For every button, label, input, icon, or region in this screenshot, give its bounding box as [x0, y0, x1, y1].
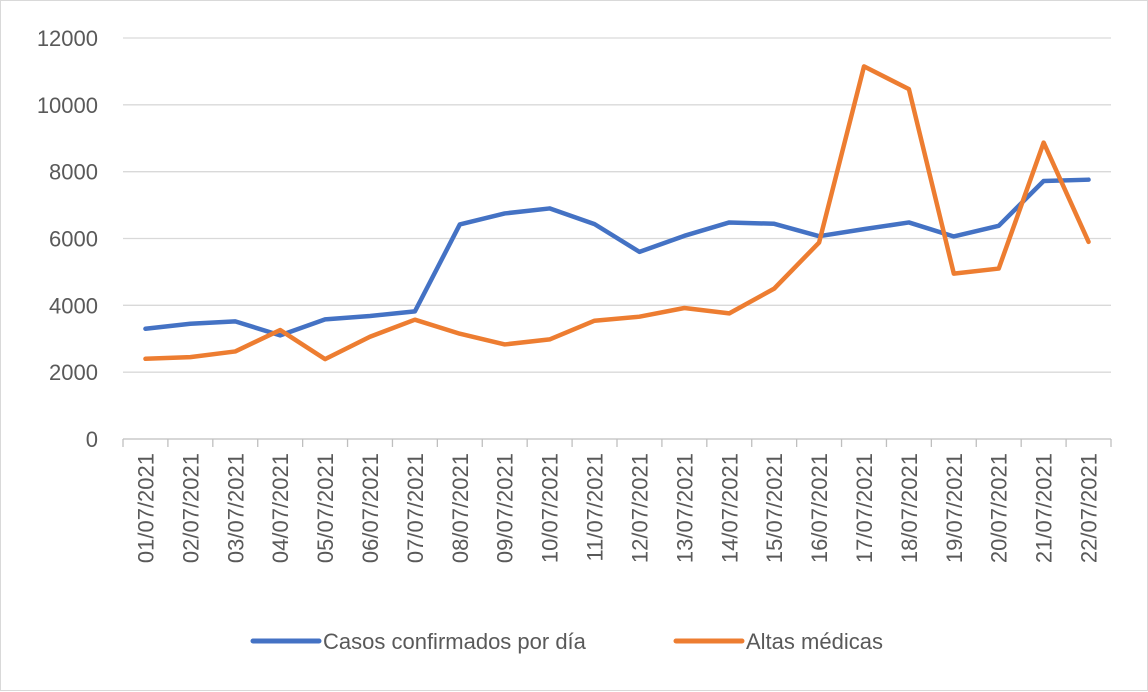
x-tick-label: 16/07/2021: [807, 453, 832, 563]
x-tick-label: 18/07/2021: [897, 453, 922, 563]
series-lines: [145, 66, 1088, 359]
legend: Casos confirmados por día Altas médicas: [253, 629, 883, 654]
y-tick-label: 10000: [37, 93, 98, 118]
series-line-1: [145, 180, 1088, 336]
x-tick-label: 02/07/2021: [178, 453, 203, 563]
x-tick-label: 03/07/2021: [223, 453, 248, 563]
x-tick-label: 22/07/2021: [1077, 453, 1102, 563]
x-tick-label: 05/07/2021: [313, 453, 338, 563]
x-tick-label: 04/07/2021: [268, 453, 293, 563]
x-tick-label: 19/07/2021: [942, 453, 967, 563]
series-line-2: [145, 66, 1088, 359]
legend-label: Altas médicas: [746, 629, 883, 654]
x-tick-label: 12/07/2021: [627, 453, 652, 563]
x-tick-label: 13/07/2021: [672, 453, 697, 563]
y-tick-label: 12000: [37, 26, 98, 51]
x-tick-label: 01/07/2021: [133, 453, 158, 563]
x-tick-label: 06/07/2021: [358, 453, 383, 563]
legend-label: Casos confirmados por día: [323, 629, 587, 654]
y-axis: 0 2000 4000 6000 8000 10000 12000: [37, 26, 98, 452]
x-axis: 01/07/2021 02/07/2021 03/07/2021 04/07/2021…: [123, 439, 1111, 563]
x-tick-label: 07/07/2021: [403, 453, 428, 563]
x-tick-label: 14/07/2021: [717, 453, 742, 563]
y-tick-label: 0: [86, 427, 98, 452]
y-tick-label: 4000: [49, 293, 98, 318]
y-tick-label: 6000: [49, 227, 98, 252]
x-tick-label: 09/07/2021: [493, 453, 518, 563]
x-tick-label: 17/07/2021: [852, 453, 877, 563]
x-tick-label: 11/07/2021: [583, 453, 608, 561]
y-tick-label: 8000: [49, 160, 98, 185]
x-tick-label: 20/07/2021: [987, 453, 1012, 563]
x-tick-label: 10/07/2021: [538, 453, 563, 563]
y-tick-label: 2000: [49, 360, 98, 385]
gridlines: [123, 38, 1111, 372]
x-tick-label: 08/07/2021: [448, 453, 473, 563]
x-tick-label: 15/07/2021: [762, 453, 787, 563]
x-tick-label: 21/07/2021: [1032, 453, 1057, 563]
